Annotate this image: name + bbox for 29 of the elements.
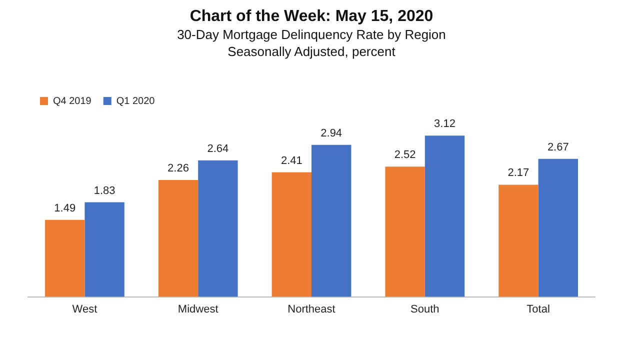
data-label: 3.12 (434, 118, 456, 130)
bar (198, 160, 238, 297)
data-label: 2.26 (168, 162, 189, 175)
data-label: 1.83 (94, 184, 116, 197)
data-label: 2.17 (508, 167, 530, 180)
bar (84, 202, 124, 297)
legend-label: Q4 2019 (53, 96, 92, 107)
x-tick-label: Midwest (178, 303, 218, 316)
x-tick-label: West (72, 303, 98, 316)
data-label: 2.41 (280, 154, 302, 167)
chart-title: Chart of the Week: May 15, 2020 (188, 8, 434, 26)
data-label: 2.64 (207, 142, 229, 155)
bar (272, 172, 312, 297)
chart-subtitle: 30-Day Mortgage Delinquency Rate by Region Seasonally Adjusted, percent (176, 26, 447, 60)
bar (312, 144, 352, 297)
bar (45, 220, 85, 297)
x-tick-label: South (410, 303, 440, 316)
bar (424, 136, 465, 297)
bar (158, 180, 198, 297)
x-tick-label: Total (526, 303, 550, 316)
data-label: 2.94 (320, 127, 342, 140)
bar (385, 166, 425, 297)
x-tick-label: Northeast (288, 303, 336, 316)
bar (498, 184, 538, 297)
data-label: 2.67 (547, 141, 569, 154)
data-label: 2.52 (394, 149, 416, 162)
bar (538, 158, 578, 297)
data-label: 1.49 (54, 202, 76, 214)
legend-label: Q1 2020 (116, 96, 156, 107)
